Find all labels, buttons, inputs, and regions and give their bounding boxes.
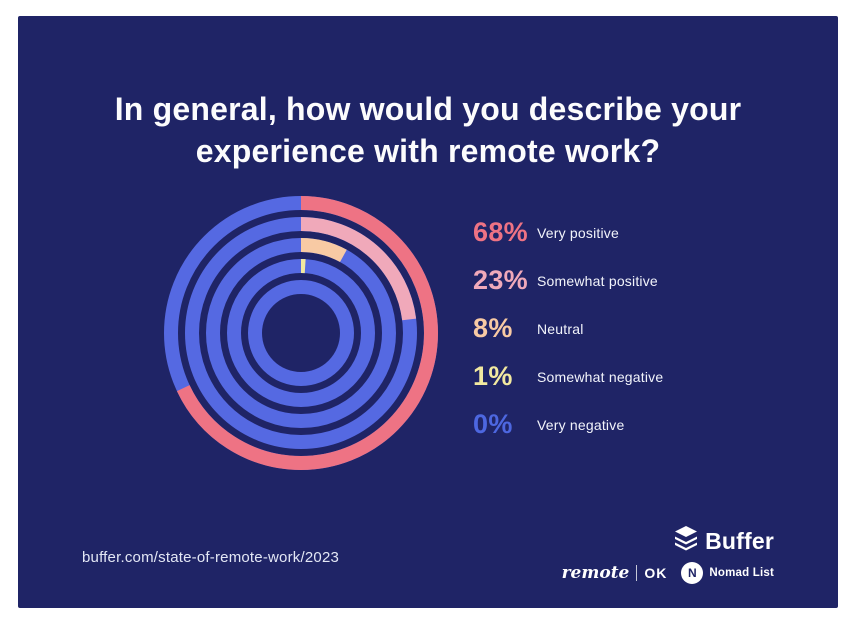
legend-label: Neutral xyxy=(537,320,584,337)
legend-item: 8% Neutral xyxy=(473,313,663,344)
buffer-logo: Buffer xyxy=(674,526,774,557)
legend-label: Somewhat negative xyxy=(537,368,664,385)
remote-ok-logo: remote OK xyxy=(562,563,668,583)
title-line-1: In general, how would you describe your xyxy=(114,91,742,127)
legend-label: Somewhat positive xyxy=(537,272,658,289)
nomad-list-icon: N xyxy=(681,562,704,584)
legend-value: 68% xyxy=(473,217,528,247)
legend-label: Very negative xyxy=(537,416,625,433)
legend-item: 23% Somewhat positive xyxy=(473,265,663,296)
nomad-list-logo: N Nomad List xyxy=(681,562,774,584)
infographic-panel: In general, how would you describe your … xyxy=(18,16,838,608)
legend-item: 68% Very positive xyxy=(473,217,663,248)
remote-ok-script-text: remote xyxy=(561,563,630,583)
legend-value: 8% xyxy=(473,313,513,343)
legend-value: 0% xyxy=(473,409,513,439)
buffer-wordmark: Buffer xyxy=(705,528,774,554)
logos-cluster: Buffer remote OK N Nomad List xyxy=(562,526,774,584)
chart-legend: 68% Very positive 23% Somewhat positive … xyxy=(473,217,663,440)
remote-ok-caps-text: OK xyxy=(644,565,668,581)
legend-item: 1% Somewhat negative xyxy=(473,361,663,392)
concentric-donut-chart xyxy=(164,196,438,470)
title-line-2: experience with remote work? xyxy=(195,133,661,169)
legend-value: 1% xyxy=(473,361,513,391)
legend-value: 23% xyxy=(473,265,528,295)
source-url: buffer.com/state-of-remote-work/2023 xyxy=(82,549,340,566)
legend-label: Very positive xyxy=(537,224,619,241)
logo-divider xyxy=(636,565,638,581)
chart-title: In general, how would you describe your … xyxy=(18,88,838,172)
buffer-stack-icon xyxy=(674,526,698,557)
legend-item: 0% Very negative xyxy=(473,409,663,440)
nomad-list-wordmark: Nomad List xyxy=(709,567,774,579)
partner-logos: remote OK N Nomad List xyxy=(562,562,774,584)
